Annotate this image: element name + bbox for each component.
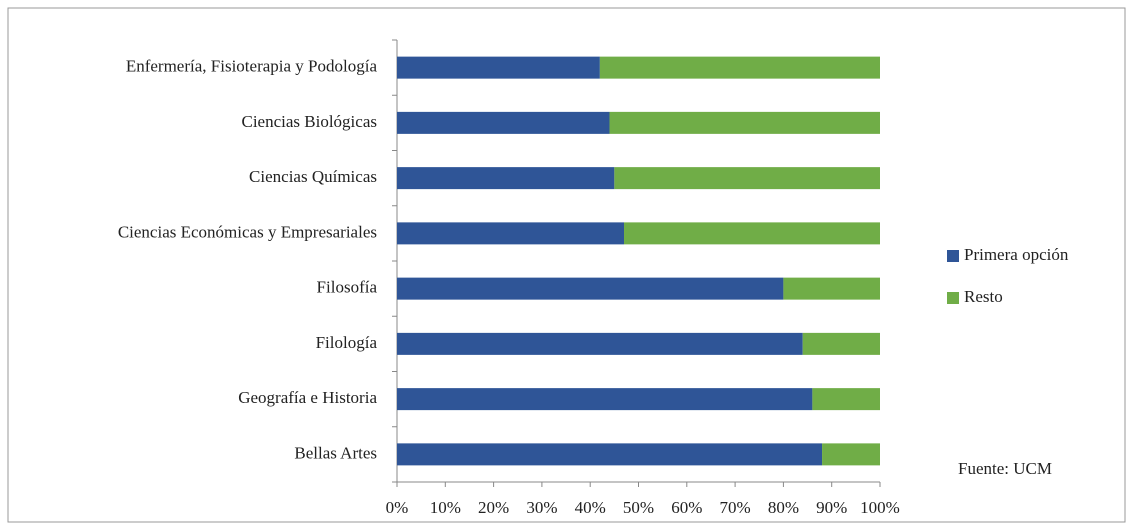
y-tick-label: Ciencias Económicas y Empresariales	[118, 222, 377, 241]
bar	[812, 388, 880, 411]
y-tick-label: Filosofía	[317, 278, 378, 297]
legend-label: Primera opción	[964, 245, 1069, 264]
bar	[397, 111, 610, 134]
x-tick-label: 10%	[430, 498, 461, 517]
bar	[397, 332, 803, 355]
y-tick-label: Filología	[316, 333, 378, 352]
x-tick-label: 40%	[575, 498, 606, 517]
x-tick-label: 60%	[671, 498, 702, 517]
y-tick-label: Ciencias Biológicas	[241, 112, 377, 131]
bar	[397, 443, 823, 466]
x-tick-label: 0%	[386, 498, 409, 517]
bar	[802, 332, 880, 355]
legend-swatch	[947, 250, 959, 262]
bar	[624, 222, 880, 245]
chart-frame	[7, 7, 1126, 523]
legend-label: Resto	[964, 287, 1003, 306]
x-tick-label: 100%	[860, 498, 900, 517]
annotation: Fuente: UCM	[958, 459, 1052, 478]
y-tick-label: Ciencias Químicas	[249, 167, 377, 186]
bar	[609, 111, 880, 134]
bar	[822, 443, 880, 466]
x-tick-label: 30%	[526, 498, 557, 517]
x-tick-label: 90%	[816, 498, 847, 517]
bar	[397, 56, 600, 79]
bar	[397, 167, 615, 190]
x-tick-label: 80%	[768, 498, 799, 517]
bar	[783, 277, 880, 300]
bar	[397, 388, 813, 411]
bar	[397, 222, 625, 245]
bar	[599, 56, 880, 79]
x-tick-label: 20%	[478, 498, 509, 517]
bar	[397, 277, 784, 300]
x-tick-label: 50%	[623, 498, 654, 517]
x-tick-label: 70%	[720, 498, 751, 517]
legend-swatch	[947, 292, 959, 304]
y-tick-label: Geografía e Historia	[238, 388, 377, 407]
bar	[614, 167, 880, 190]
y-tick-label: Enfermería, Fisioterapia y Podología	[126, 57, 378, 76]
y-tick-label: Bellas Artes	[294, 443, 377, 462]
